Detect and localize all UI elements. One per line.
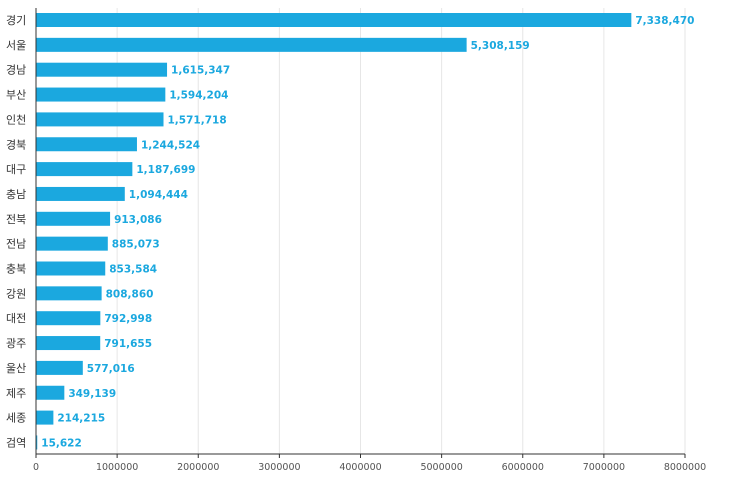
- bar: [36, 37, 467, 52]
- category-label: 울산: [6, 362, 26, 375]
- bar: [36, 211, 111, 226]
- category-label: 광주: [6, 337, 26, 350]
- category-label: 경기: [6, 14, 26, 27]
- x-tick-label: 2000000: [177, 462, 219, 473]
- bar: [36, 385, 65, 400]
- value-label: 1,615,347: [171, 65, 230, 77]
- x-tick-label: 3000000: [258, 462, 300, 473]
- value-label: 5,308,159: [471, 40, 530, 52]
- bar: [36, 112, 164, 127]
- value-label: 913,086: [114, 214, 162, 226]
- value-label: 1,571,718: [168, 114, 227, 126]
- category-label: 충남: [6, 188, 26, 201]
- category-label: 제주: [6, 387, 26, 400]
- value-label: 349,139: [68, 388, 116, 400]
- x-tick-label: 8000000: [664, 462, 706, 473]
- bar: [36, 311, 101, 326]
- value-label: 791,655: [104, 338, 152, 350]
- bar: [36, 87, 166, 102]
- x-tick-label: 7000000: [583, 462, 625, 473]
- value-label: 1,594,204: [169, 90, 228, 102]
- x-tick-label: 5000000: [420, 462, 462, 473]
- value-label: 1,244,524: [141, 139, 200, 151]
- category-label: 인천: [6, 112, 26, 126]
- value-labels: 7,338,470 5,308,159 1,615,347 1,594,204 1,57…: [41, 15, 694, 449]
- category-label: 충북: [6, 263, 26, 276]
- category-label: 대구: [6, 163, 26, 176]
- x-axis: 0 1000000 2000000 3000000 4000000 5000000 6000…: [33, 8, 706, 473]
- bar: [36, 162, 133, 177]
- bar: [36, 336, 101, 351]
- value-label: 885,073: [112, 239, 160, 251]
- value-label: 1,187,699: [136, 164, 195, 176]
- value-label: 577,016: [87, 363, 135, 375]
- category-label: 전북: [6, 213, 26, 226]
- category-label: 부산: [6, 89, 26, 102]
- x-tick-label: 1000000: [96, 462, 138, 473]
- bar: [36, 13, 632, 27]
- bar: [36, 62, 168, 77]
- value-label: 7,338,470: [635, 15, 694, 27]
- category-label: 경남: [6, 64, 26, 77]
- bar: [36, 186, 125, 201]
- bar: [36, 286, 102, 301]
- category-label: 경북: [6, 138, 26, 151]
- category-label: 대전: [6, 312, 26, 325]
- bars: [36, 13, 632, 450]
- x-tick-label: 6000000: [502, 462, 544, 473]
- category-label: 검역: [6, 436, 26, 449]
- value-label: 15,622: [41, 437, 82, 449]
- gridlines: [116, 8, 686, 454]
- bar: [36, 236, 108, 251]
- x-tick-label: 0: [33, 462, 39, 473]
- bar: [36, 261, 106, 276]
- category-label: 세종: [6, 412, 26, 425]
- value-label: 1,094,444: [129, 189, 188, 201]
- category-label: 전남: [6, 238, 26, 251]
- bar: [36, 360, 83, 375]
- category-label: 강원: [6, 287, 26, 300]
- value-label: 792,998: [104, 313, 152, 325]
- value-label: 214,215: [57, 413, 105, 425]
- value-label: 808,860: [106, 288, 154, 300]
- bar: [36, 435, 38, 450]
- bar: [36, 410, 54, 425]
- value-label: 853,584: [109, 264, 157, 276]
- category-label: 서울: [6, 39, 26, 52]
- bar: [36, 137, 137, 152]
- x-tick-label: 4000000: [339, 462, 381, 473]
